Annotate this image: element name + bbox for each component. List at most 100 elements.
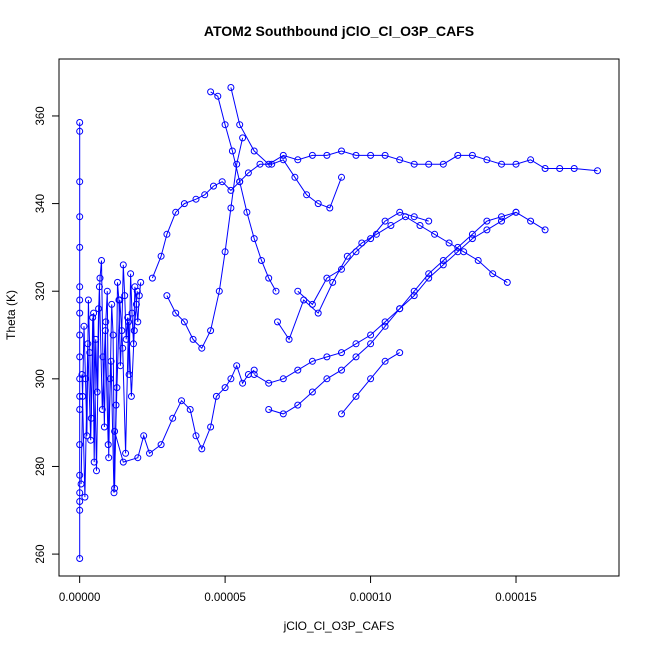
data-point [76,309,84,317]
data-point [96,274,104,282]
data-point [108,300,116,308]
data-point [381,322,389,330]
data-point [410,160,418,168]
data-point [250,371,258,378]
series-line [151,159,342,279]
data-point [135,292,143,300]
x-axis-label: jClO_Cl_O3P_CAFS [283,619,395,633]
data-point [265,274,273,282]
data-point [116,296,124,304]
x-tick-label: 0.00005 [204,592,246,604]
data-point [323,375,331,383]
data-point [367,375,375,383]
data-point [250,366,258,374]
data-point [503,278,511,286]
data-point [294,401,302,409]
data-point [308,300,316,308]
data-point [425,270,433,278]
data-point [76,119,84,126]
data-point [172,208,180,216]
data-point [113,384,121,392]
data-point [323,151,331,159]
data-point [308,388,316,396]
y-tick-label: 280 [35,457,47,476]
data-point [127,270,135,278]
data-point [128,309,136,317]
data-point [221,248,229,256]
data-point [243,208,251,216]
data-point [314,309,322,317]
data-point [512,208,520,216]
data-point [192,195,200,203]
data-point [76,353,84,361]
data-point [76,471,84,479]
data-point [352,353,360,361]
data-point [527,156,535,164]
data-point [76,555,84,562]
data-point [244,169,252,177]
data-point [76,498,84,505]
data-point [274,318,281,326]
data-point [207,423,215,431]
data-point [119,344,127,352]
data-point [93,467,100,475]
data-point [93,388,101,396]
data-point [468,235,476,243]
series-line [114,364,255,463]
data-point [483,226,491,234]
data-point [81,493,89,501]
data-point [338,349,345,357]
chart-title: ATOM2 Southbound jClO_Cl_O3P_CAFS [204,23,474,39]
data-point [468,230,476,238]
data-point [329,278,337,286]
data-point [114,278,121,286]
data-point [76,283,84,291]
data-point [121,292,129,300]
data-point [214,92,222,100]
data-point [198,344,206,352]
data-point [227,186,235,194]
data-point [218,178,226,186]
data-point [76,213,84,221]
data-point [314,200,322,208]
series-line [341,352,400,415]
data-point [425,217,433,225]
data-point [439,160,447,168]
data-point [180,200,188,208]
data-point [352,248,360,256]
data-point [460,248,468,256]
data-point [95,283,103,291]
data-point [76,127,84,135]
series-line [166,137,244,350]
data-point [98,257,105,264]
y-axis-label: Theta (K) [4,290,18,340]
data-point [236,178,244,186]
data-point [279,151,287,159]
data-point [207,327,215,335]
data-point [556,165,564,172]
data-point [239,134,247,142]
data-point [78,371,86,378]
data-point [227,204,235,212]
data-point [119,261,127,269]
series-line [210,91,277,292]
x-tick-label: 0.00015 [495,592,537,604]
series-line [277,216,508,341]
data-point [387,222,395,229]
data-point [157,252,165,260]
y-axis: 260 280 300 320 340 360 [35,106,60,564]
data-point [425,274,433,282]
data-point [76,331,84,339]
data-point [265,379,273,387]
data-point [279,156,287,164]
data-point [76,243,84,251]
data-point [76,441,84,449]
plot-area [76,84,601,562]
data-point [107,357,115,365]
data-point [169,414,177,422]
data-point [323,353,331,361]
data-point [227,84,235,91]
data-point [265,160,273,168]
data-point [294,366,302,374]
